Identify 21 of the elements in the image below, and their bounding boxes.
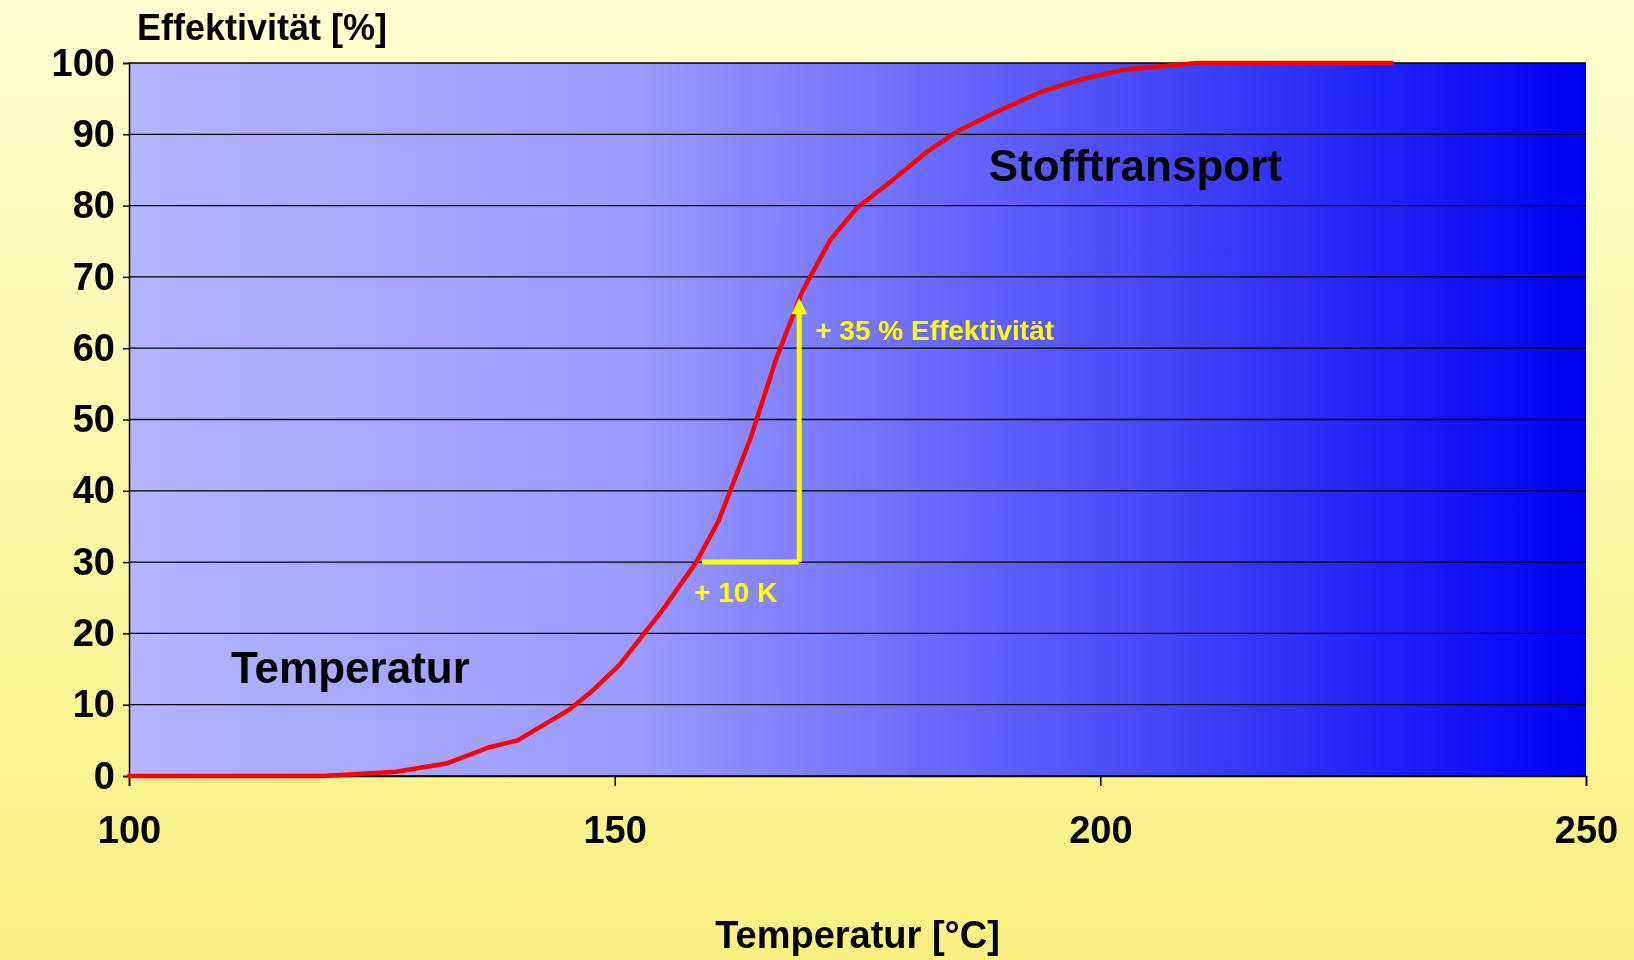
annotation: Temperatur bbox=[230, 643, 470, 693]
annotation: Stofftransport bbox=[988, 140, 1283, 190]
x-axis-title: Temperatur [°C] bbox=[715, 914, 1000, 956]
x-tick-label: 250 bbox=[1554, 808, 1619, 851]
y-tick-label: 80 bbox=[72, 184, 115, 227]
y-tick-label: 40 bbox=[72, 469, 115, 512]
annotation: + 35 % Effektivität bbox=[815, 315, 1055, 347]
y-tick-label: 60 bbox=[72, 326, 115, 369]
x-tick-label: 150 bbox=[583, 808, 647, 851]
y-tick-label: 70 bbox=[72, 255, 115, 298]
y-tick-label: 90 bbox=[72, 112, 115, 155]
y-axis-title: Effektivität [%] bbox=[137, 7, 388, 48]
y-tick-label: 50 bbox=[72, 398, 115, 441]
y-tick-label: 0 bbox=[93, 754, 115, 797]
line-series bbox=[126, 60, 1394, 779]
x-tick-label: 200 bbox=[1069, 808, 1133, 851]
y-tick-label: 30 bbox=[72, 540, 115, 583]
y-tick-label: 100 bbox=[51, 41, 115, 84]
y-tick-label: 10 bbox=[72, 683, 115, 726]
annotation: + 10 K bbox=[694, 577, 778, 609]
y-tick-label: 20 bbox=[72, 612, 115, 655]
